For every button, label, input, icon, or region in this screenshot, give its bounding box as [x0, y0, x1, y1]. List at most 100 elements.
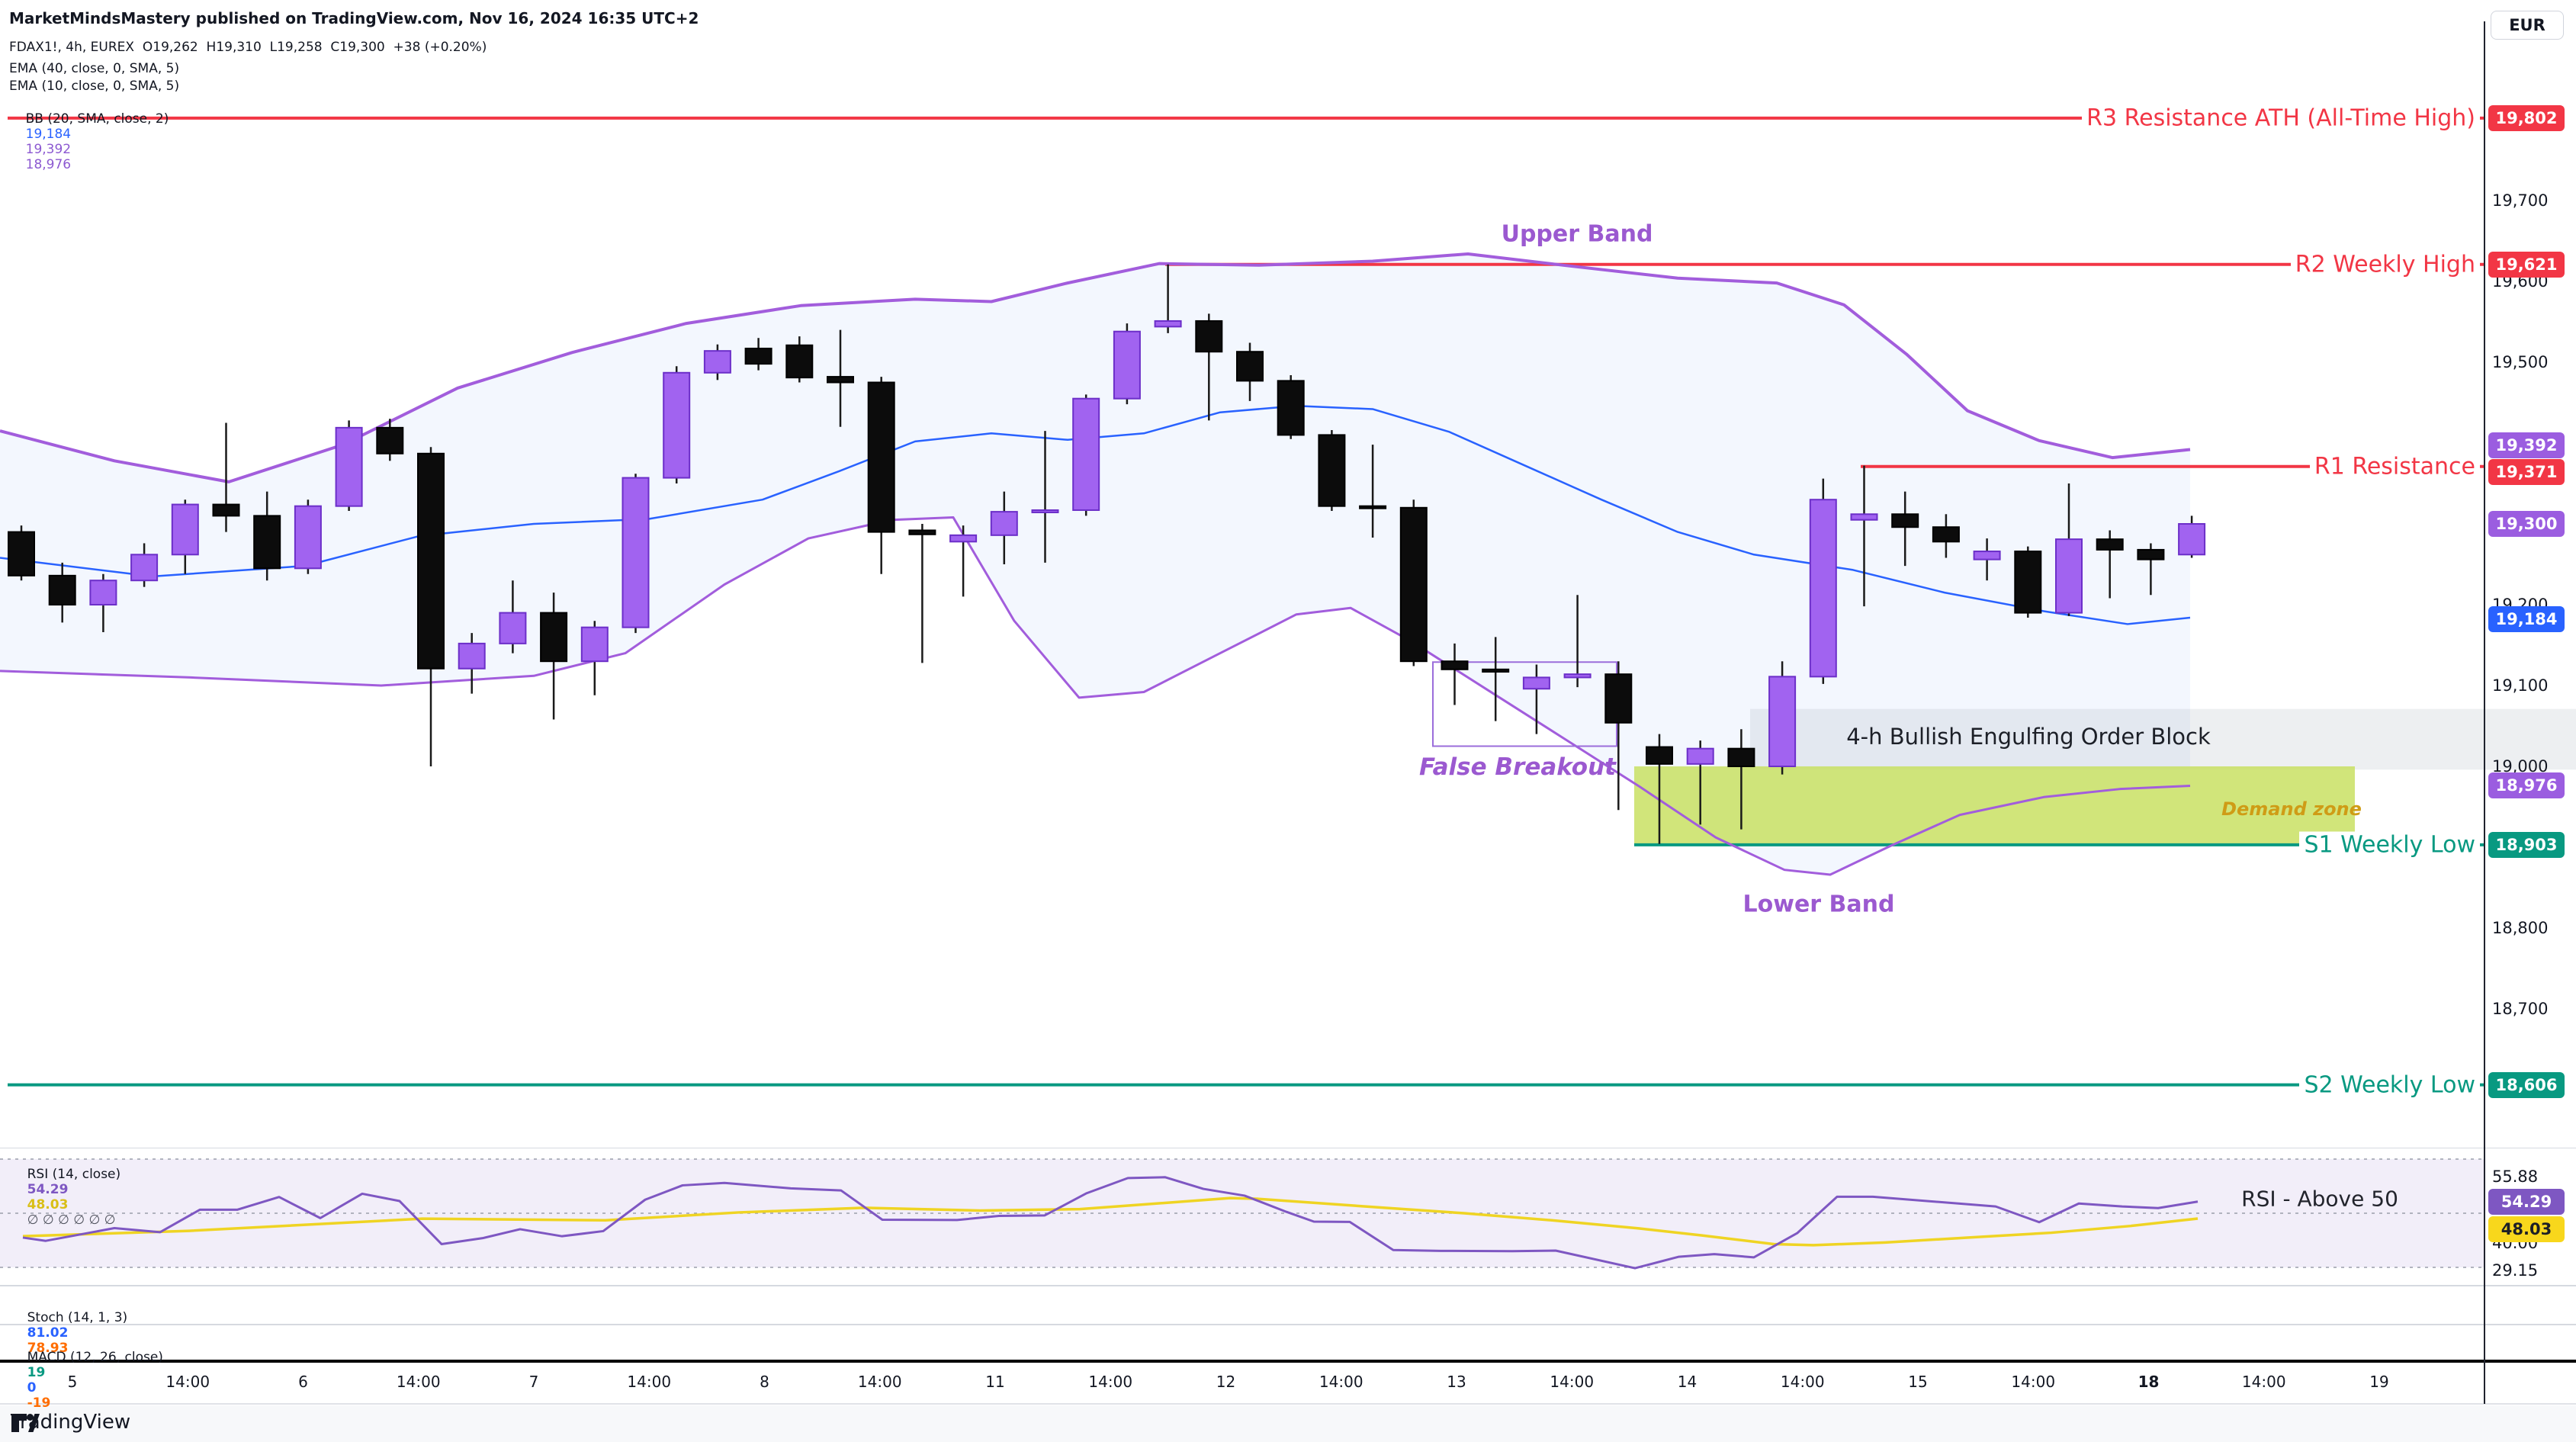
candle-body — [949, 534, 978, 543]
candle-50[interactable] — [2055, 483, 2083, 616]
price-tick-19700: 19,700 — [2492, 191, 2549, 210]
candle-46[interactable] — [1891, 491, 1919, 567]
rsi-signal-line[interactable] — [22, 1196, 2199, 1247]
annotation-rsi-above-50[interactable]: RSI - Above 50 — [2241, 1186, 2398, 1212]
annotation-demand-zone[interactable]: Demand zone — [2221, 798, 2362, 820]
ema10-legend[interactable]: EMA (10, close, 0, SMA, 5) — [9, 79, 180, 94]
candle-5[interactable] — [212, 422, 240, 532]
candle-14[interactable] — [580, 621, 609, 695]
time-label-14: 14 — [1677, 1373, 1698, 1391]
candle-26[interactable] — [1072, 394, 1100, 516]
ema40-legend[interactable]: EMA (40, close, 0, SMA, 5) — [9, 61, 180, 76]
candle-32[interactable] — [1318, 430, 1346, 512]
time-label-18: 18 — [2138, 1373, 2160, 1391]
candle-12[interactable] — [499, 580, 527, 654]
candle-42[interactable] — [1727, 729, 1755, 830]
candle-4[interactable] — [171, 499, 199, 574]
time-label-1: 14:00 — [165, 1373, 210, 1391]
candle-19[interactable] — [785, 336, 814, 383]
candle-17[interactable] — [703, 344, 731, 381]
bb-lower-band-line[interactable] — [0, 516, 2191, 876]
candle-44[interactable] — [1809, 478, 1837, 684]
main-chart-canvas[interactable] — [0, 0, 2576, 1148]
candle-body — [130, 554, 159, 582]
candle-37[interactable] — [1522, 664, 1550, 734]
candle-29[interactable] — [1195, 313, 1223, 421]
candle-body — [1277, 380, 1305, 436]
macd-legend[interactable]: MACD (12, 26, close) 19 0 -19 — [11, 1334, 163, 1426]
rsi-main-line[interactable] — [22, 1176, 2199, 1270]
candle-13[interactable] — [540, 593, 568, 720]
candle-7[interactable] — [294, 499, 322, 574]
candle-1[interactable] — [48, 562, 76, 623]
candle-35[interactable] — [1441, 643, 1469, 705]
candle-body — [1236, 351, 1264, 382]
level-label-r2[interactable]: R2 Weekly High — [2290, 251, 2480, 278]
candle-23[interactable] — [949, 525, 978, 597]
candle-47[interactable] — [1932, 514, 1960, 558]
rsi-legend[interactable]: RSI (14, close) 54.29 48.03 ∅ ∅ ∅ ∅ ∅ ∅ — [11, 1151, 121, 1243]
price-tick-19500: 19,500 — [2492, 353, 2549, 371]
candle-15[interactable] — [622, 474, 650, 634]
level-label-s1[interactable]: S1 Weekly Low — [2299, 831, 2480, 859]
candle-45[interactable] — [1850, 465, 1878, 607]
time-label-8: 11 — [985, 1373, 1005, 1391]
tradingview-logo[interactable]: TradingView — [11, 1411, 130, 1434]
candle-31[interactable] — [1277, 374, 1305, 439]
symbol-legend[interactable]: FDAX1!, 4h, EUREX O19,262 H19,310 L19,25… — [9, 40, 487, 55]
indicator-panes-canvas[interactable] — [0, 1148, 2576, 1442]
candle-6[interactable] — [253, 491, 281, 581]
candle-body — [2137, 548, 2165, 560]
candle-18[interactable] — [744, 338, 772, 371]
candle-3[interactable] — [130, 543, 159, 587]
level-label-r1[interactable]: R1 Resistance — [2309, 453, 2480, 480]
candle-38[interactable] — [1563, 595, 1592, 688]
candle-9[interactable] — [376, 419, 404, 461]
candle-36[interactable] — [1482, 637, 1510, 721]
candle-body — [1768, 676, 1797, 768]
candle-30[interactable] — [1236, 342, 1264, 401]
candle-11[interactable] — [458, 633, 486, 694]
annotation-upper-band[interactable]: Upper Band — [1501, 220, 1653, 248]
candle-body — [2055, 538, 2083, 614]
candle-34[interactable] — [1399, 499, 1428, 666]
annotation-false-breakout[interactable]: False Breakout — [1419, 753, 1616, 781]
candle-20[interactable] — [827, 329, 854, 427]
candle-51[interactable] — [2096, 530, 2124, 599]
candle-2[interactable] — [89, 573, 117, 633]
macd-v3: -19 — [27, 1395, 51, 1411]
annotation-order-block[interactable]: 4-h Bullish Engulfing Order Block — [1846, 724, 2211, 750]
rsi-main-value: 54.29 — [27, 1182, 69, 1197]
candle-22[interactable] — [908, 524, 936, 663]
candle-39[interactable] — [1604, 661, 1633, 811]
candle-8[interactable] — [335, 420, 363, 512]
bb-basis-line[interactable] — [0, 404, 2191, 625]
candle-10[interactable] — [417, 447, 445, 766]
candle-25[interactable] — [1031, 431, 1059, 563]
candle-52[interactable] — [2137, 543, 2165, 596]
candle-33[interactable] — [1359, 445, 1387, 538]
candle-body — [335, 426, 363, 507]
candle-40[interactable] — [1646, 734, 1673, 844]
bollinger-fill — [0, 253, 2190, 875]
candle-53[interactable] — [2178, 515, 2206, 558]
currency-button[interactable]: EUR — [2491, 11, 2564, 40]
level-label-s2[interactable]: S2 Weekly Low — [2299, 1071, 2480, 1099]
candle-48[interactable] — [1973, 538, 2001, 581]
candle-24[interactable] — [990, 491, 1018, 564]
annotation-lower-band[interactable]: Lower Band — [1742, 891, 1895, 918]
bb-upper-band-line[interactable] — [0, 252, 2191, 483]
candle-21[interactable] — [867, 377, 895, 574]
candle-0[interactable] — [8, 525, 35, 581]
candle-41[interactable] — [1686, 740, 1714, 825]
candle-16[interactable] — [663, 366, 691, 483]
macd-v1: 19 — [27, 1365, 46, 1380]
candle-43[interactable] — [1768, 661, 1797, 775]
level-label-r3[interactable]: R3 Resistance ATH (All-Time High) — [2082, 104, 2480, 132]
candle-body — [1195, 320, 1223, 353]
candle-27[interactable] — [1113, 323, 1141, 405]
stoch-legend[interactable]: Stoch (14, 1, 3) 81.02 78.93 — [11, 1295, 128, 1371]
candle-28[interactable] — [1154, 264, 1182, 333]
bb-legend[interactable]: BB (20, SMA, close, 2) 19,184 19,392 18,… — [9, 96, 169, 188]
candle-49[interactable] — [2014, 546, 2042, 618]
